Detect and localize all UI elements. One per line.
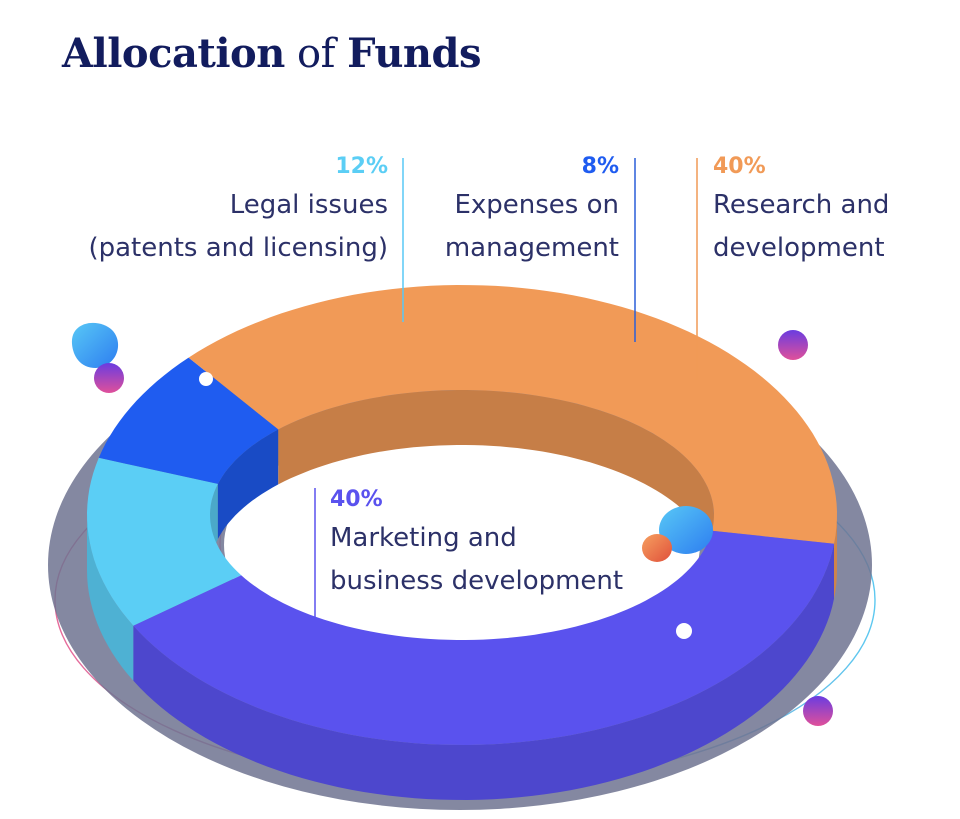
slice-label-research: 40% Research and development bbox=[713, 154, 943, 270]
blob-decor bbox=[642, 534, 672, 562]
blob-decor bbox=[71, 322, 119, 368]
slice-top bbox=[133, 530, 834, 745]
slice-inner-wall bbox=[217, 429, 279, 539]
donut-slices bbox=[87, 285, 838, 800]
slice-name-line2: management bbox=[444, 233, 619, 263]
blob-decor bbox=[94, 363, 124, 393]
slice-inner-wall bbox=[278, 390, 714, 570]
slice-name-line1: Research and bbox=[713, 190, 890, 220]
slice-top bbox=[98, 357, 279, 484]
slice-name-line1: Legal issues bbox=[229, 190, 388, 220]
slice-percent: 12% bbox=[335, 154, 388, 179]
slice-name-line1: Expenses on bbox=[454, 190, 619, 220]
slice-top bbox=[87, 457, 242, 626]
blob-decor bbox=[659, 506, 713, 554]
slice-top bbox=[188, 285, 838, 544]
slice-outer-wall bbox=[834, 515, 837, 599]
slice-name-line2: (patents and licensing) bbox=[88, 233, 388, 263]
slice-percent: 8% bbox=[581, 154, 619, 179]
slice-label-management: 8% Expenses on management bbox=[400, 154, 619, 270]
dot-decor bbox=[676, 623, 692, 639]
slice-name-line2: business development bbox=[330, 566, 624, 596]
dot-decor bbox=[199, 372, 213, 386]
slice-name-line1: Marketing and bbox=[330, 523, 517, 553]
slice-outer-wall bbox=[133, 543, 834, 800]
slice-label-marketing: 40% Marketing and business development bbox=[330, 487, 660, 603]
slice-label-legal: 12% Legal issues (patents and licensing) bbox=[40, 154, 388, 270]
blob-decor bbox=[778, 330, 808, 360]
page-title: Allocation of Funds bbox=[62, 30, 481, 77]
blob-decor bbox=[803, 696, 833, 726]
slice-outer-wall bbox=[87, 515, 134, 681]
slice-percent: 40% bbox=[713, 154, 766, 179]
slice-name-line2: development bbox=[713, 233, 885, 263]
slice-percent: 40% bbox=[330, 487, 383, 512]
